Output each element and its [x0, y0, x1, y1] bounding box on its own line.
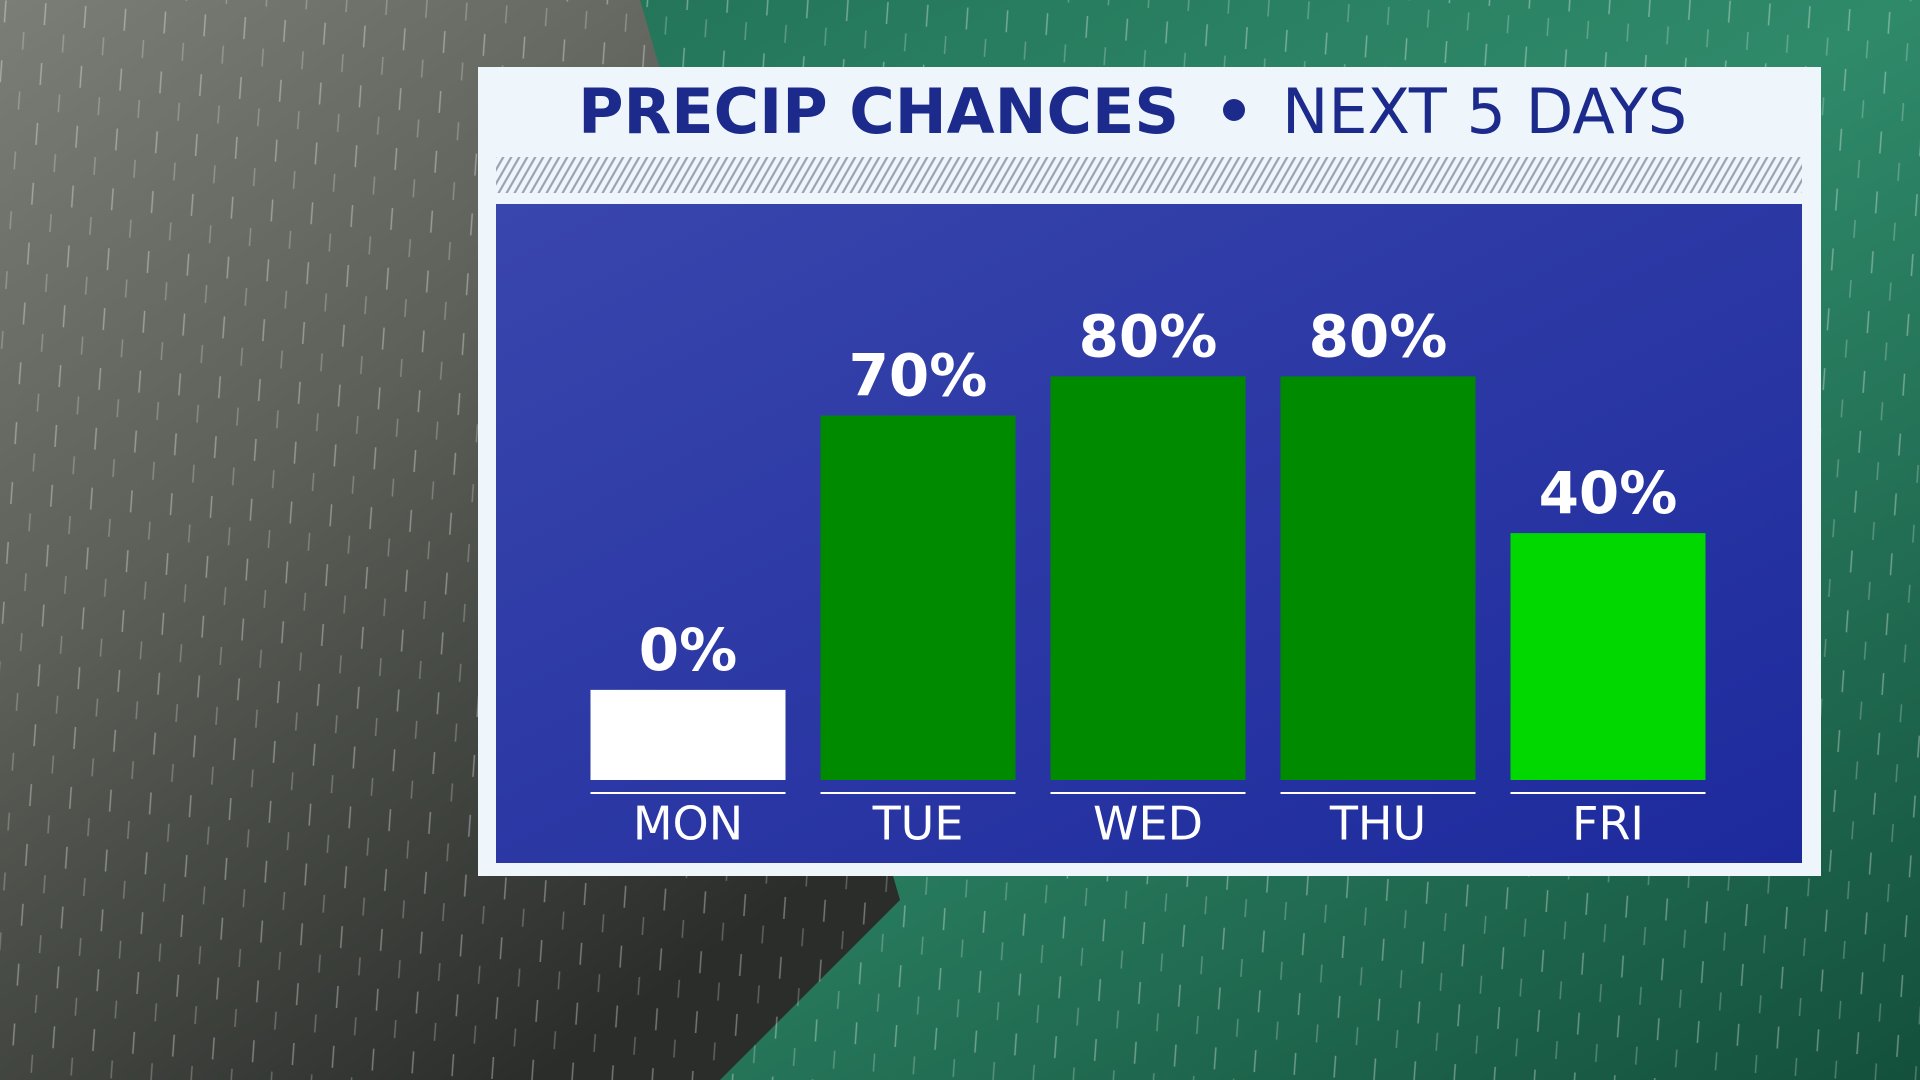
value-label: 70%: [849, 342, 988, 410]
bar: [590, 689, 786, 780]
chart-title: PRECIP CHANCES: [578, 75, 1179, 148]
value-label: 0%: [639, 616, 737, 684]
separator: [1223, 99, 1245, 121]
bar: [1050, 376, 1246, 780]
chart-subtitle: NEXT 5 DAYS: [1282, 75, 1687, 148]
bar: [1510, 533, 1706, 780]
x-tick-label: WED: [1093, 797, 1203, 851]
bar: [820, 415, 1016, 780]
value-label: 80%: [1309, 302, 1448, 370]
value-label: 80%: [1079, 302, 1218, 370]
value-label: 40%: [1539, 459, 1678, 527]
x-tick-label: MON: [633, 797, 743, 851]
x-tick-label: FRI: [1572, 797, 1644, 851]
bar: [1280, 376, 1476, 780]
x-tick-label: TUE: [872, 797, 964, 851]
x-tick-label: THU: [1329, 797, 1426, 851]
